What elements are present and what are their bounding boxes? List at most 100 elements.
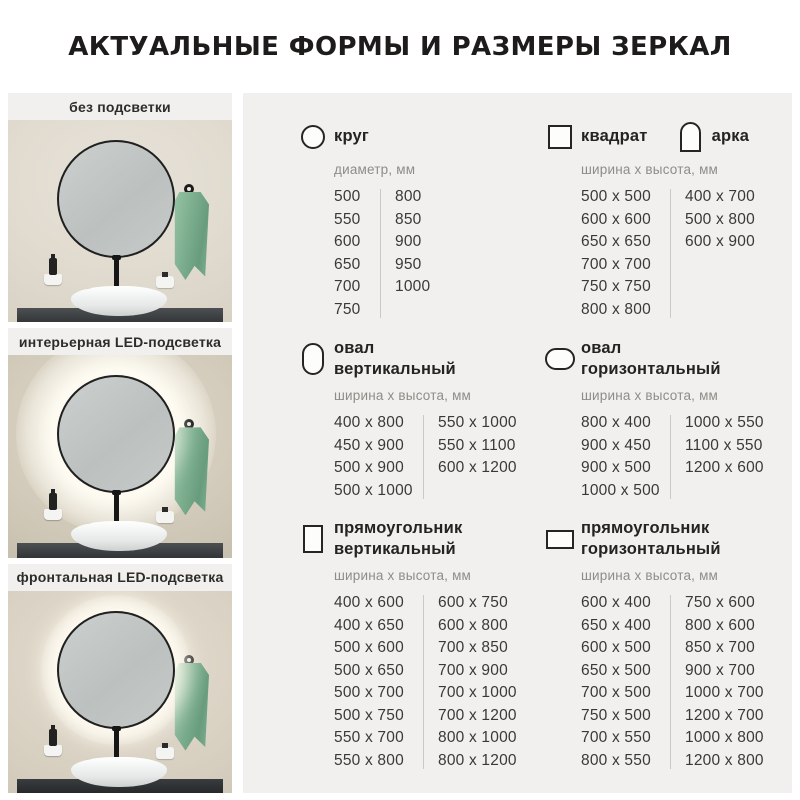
size-column-b: 800 850 900 950 1000: [395, 186, 430, 321]
size-value: 1000: [395, 278, 431, 295]
size-value: 800 x 1000: [438, 729, 517, 747]
wall-holder: [156, 272, 174, 288]
size-value: 600 x 750: [438, 594, 508, 612]
size-value: 700 x 1000: [438, 684, 517, 702]
size-value: 800 x 400: [581, 414, 651, 432]
sizes-panel: круг диаметр, мм 500 550 600 650 700 750 800 8…: [243, 93, 792, 793]
photo-label: интерьерная LED-подсветка: [8, 328, 232, 356]
size-value: 500 x 650: [334, 661, 404, 679]
towel-hook: [184, 419, 194, 430]
size-value: 500 x 800: [685, 210, 755, 228]
photo-label: фронтальная LED-подсветка: [8, 563, 232, 591]
size-value: 1000 x 800: [685, 729, 764, 747]
size-value: 550 x 1000: [438, 414, 517, 432]
size-value: 550: [334, 210, 361, 228]
column-divider: [380, 189, 381, 318]
green-towel: [174, 662, 209, 751]
column-divider: [670, 595, 671, 770]
main-content: без подсветки интерьерная LED-подсветка: [0, 93, 800, 793]
size-column-b: 750 x 600 800 x 600 850 x 700 900 x 700 1000…: [685, 592, 764, 772]
size-unit-label: ширина x высота, мм: [581, 388, 719, 404]
photo-block-interior-led: интерьерная LED-подсветка: [8, 328, 232, 558]
size-value: 950: [395, 255, 422, 273]
size-value: 400 x 650: [334, 616, 404, 634]
bathroom-photo-frontal-led: [8, 590, 232, 793]
faucet: [112, 255, 121, 294]
section-title: круг: [334, 127, 369, 146]
photo-block-frontal-led: фронтальная LED-подсветка: [8, 563, 232, 793]
green-towel: [174, 427, 209, 516]
size-value: 550 x 700: [334, 729, 404, 747]
size-value: 800 x 550: [581, 751, 651, 769]
size-value: 1000 x 500: [581, 481, 660, 499]
section-title: овал горизонтальный: [581, 339, 721, 379]
size-value: 850: [395, 210, 422, 228]
size-value: 900 x 700: [685, 661, 755, 679]
green-towel: [174, 192, 209, 280]
size-column-a: 500 x 500 600 x 600 650 x 650 700 x 700 750 …: [581, 186, 660, 321]
size-value: 700 x 500: [581, 684, 651, 702]
section-title: квадрат: [581, 127, 648, 146]
size-value: 600 x 500: [581, 639, 651, 657]
round-mirror: [57, 375, 175, 494]
size-value: 800 x 800: [581, 300, 651, 318]
lighting-examples-column: без подсветки интерьерная LED-подсветка: [8, 93, 232, 793]
size-value: 1100 x 550: [685, 436, 763, 454]
bathroom-photo-interior-led: [8, 355, 232, 558]
wall-cup: [44, 744, 62, 756]
section-circle: круг диаметр, мм 500 550 600 650 700 750 800 8…: [298, 120, 545, 338]
photo-block-no-light: без подсветки: [8, 93, 232, 323]
size-value: 500 x 500: [581, 188, 651, 205]
size-value: 550 x 800: [334, 751, 404, 769]
section-oval-vertical-header: овал вертикальный: [298, 338, 545, 380]
section-oval-horizontal: овал горизонтальный ширина x высота, мм …: [545, 338, 786, 518]
size-value: 1200 x 800: [685, 751, 764, 769]
size-column-a: 800 x 400 900 x 450 900 x 500 1000 x 500: [581, 412, 660, 502]
wall-cup: [44, 509, 62, 521]
size-value: 700 x 1200: [438, 706, 517, 724]
section-title: прямоугольник горизонтальный: [581, 519, 721, 559]
section-rect-horizontal: прямоугольник горизонтальный ширина x вы…: [545, 518, 786, 777]
size-column-a: 400 x 600 400 x 650 500 x 600 500 x 650 500 …: [334, 592, 413, 772]
photo-label: без подсветки: [8, 93, 232, 120]
faucet: [112, 725, 121, 765]
wall-holder: [156, 742, 174, 759]
size-value: 600 x 900: [685, 233, 755, 250]
oval-horizontal-shape-icon: [545, 348, 575, 371]
size-value: 500 x 600: [334, 639, 404, 657]
section-square-arch-header: квадрат арка: [545, 120, 786, 154]
size-value: 650 x 400: [581, 616, 651, 634]
size-value: 700 x 900: [438, 661, 508, 679]
size-column-b: 550 x 1000 550 x 1100 600 x 1200: [438, 412, 517, 502]
size-value: 400 x 600: [334, 594, 404, 612]
size-value: 750: [334, 300, 361, 318]
size-value: 700 x 850: [438, 639, 508, 657]
size-value: 900 x 500: [581, 459, 651, 477]
section-rect-horizontal-header: прямоугольник горизонтальный: [545, 518, 786, 560]
oval-vertical-shape-icon: [302, 343, 324, 376]
column-divider: [423, 415, 424, 500]
size-column-a: 500 550 600 650 700 750: [334, 186, 370, 321]
wall-holder: [156, 507, 174, 524]
size-value: 500: [334, 188, 361, 205]
soap-dispenser: [49, 724, 57, 746]
size-unit-label: ширина x высота, мм: [581, 568, 719, 584]
square-shape-icon: [548, 125, 572, 149]
section-oval-horizontal-header: овал горизонтальный: [545, 338, 786, 380]
round-mirror: [57, 140, 175, 258]
section-title: арка: [711, 127, 750, 146]
round-mirror: [57, 610, 175, 729]
size-unit-label: ширина x высота, мм: [334, 388, 472, 404]
size-value: 650 x 650: [581, 233, 651, 250]
size-unit-label: ширина x высота, мм: [581, 162, 719, 177]
size-value: 400 x 800: [334, 414, 404, 432]
section-title: овал вертикальный: [334, 339, 456, 379]
size-column-a: 400 x 800 450 x 900 500 x 900 500 x 1000: [334, 412, 413, 502]
bathroom-photo-no-light: [8, 120, 232, 323]
vessel-sink: [71, 286, 167, 316]
soap-dispenser: [49, 489, 57, 511]
size-unit-label: ширина x высота, мм: [334, 568, 472, 584]
size-value: 750 x 600: [685, 594, 755, 612]
size-value: 1200 x 700: [685, 706, 764, 724]
size-value: 500 x 750: [334, 706, 404, 724]
